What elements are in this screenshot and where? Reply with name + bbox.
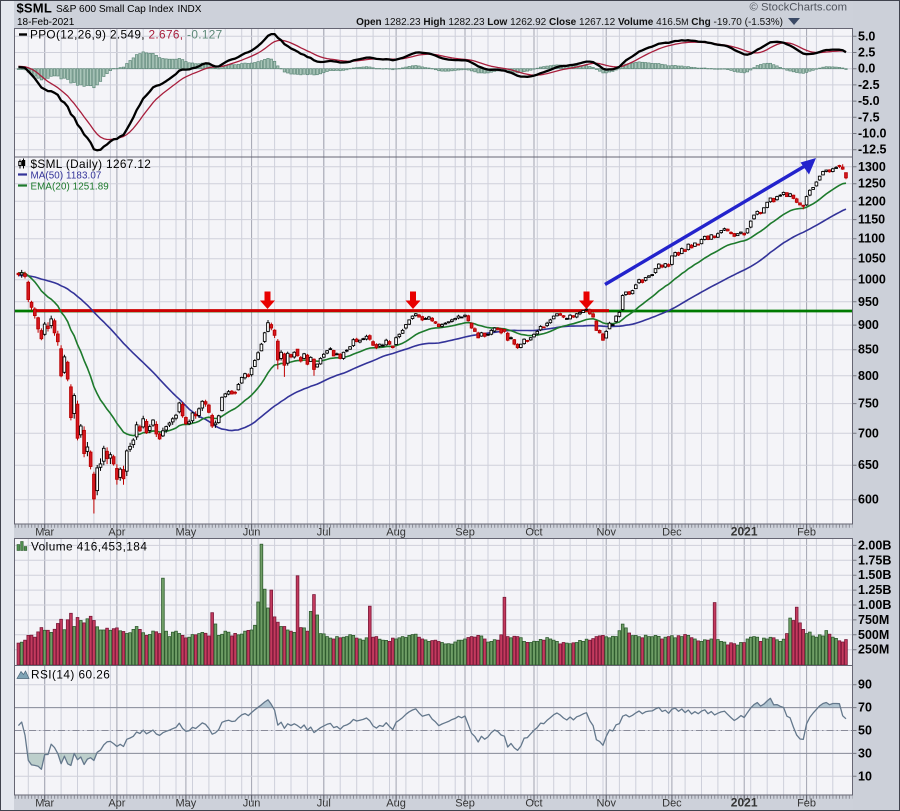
svg-text:90: 90	[858, 678, 872, 692]
svg-text:1300: 1300	[858, 160, 886, 174]
svg-text:Jun: Jun	[243, 527, 261, 539]
svg-text:Dec: Dec	[662, 798, 682, 810]
svg-text:1.00B: 1.00B	[858, 598, 891, 612]
svg-text:EMA(20) 1251.89: EMA(20) 1251.89	[31, 182, 109, 193]
svg-text:May: May	[175, 798, 196, 810]
svg-text:600: 600	[858, 493, 879, 507]
svg-text:$SML (Daily) 1267.12: $SML (Daily) 1267.12	[31, 157, 152, 171]
svg-text:Oct: Oct	[525, 527, 542, 539]
svg-text:500M: 500M	[858, 628, 889, 642]
svg-text:Aug: Aug	[386, 527, 406, 539]
svg-text:Jun: Jun	[243, 798, 261, 810]
svg-text:Nov: Nov	[596, 798, 616, 810]
svg-text:1.75B: 1.75B	[858, 553, 891, 567]
svg-text:Volume 416,453,184: Volume 416,453,184	[31, 540, 147, 554]
svg-text:INDX: INDX	[178, 4, 202, 15]
svg-text:700: 700	[858, 426, 879, 440]
svg-text:Sep: Sep	[455, 798, 475, 810]
svg-text:30: 30	[858, 746, 872, 760]
svg-text:1150: 1150	[858, 213, 885, 227]
svg-text:Apr: Apr	[108, 527, 125, 539]
svg-text:750M: 750M	[858, 613, 889, 627]
svg-text:-5.0: -5.0	[858, 94, 880, 108]
svg-text:650: 650	[858, 458, 879, 472]
svg-text:50: 50	[858, 724, 872, 738]
svg-text:© StockCharts.com: © StockCharts.com	[750, 2, 847, 14]
svg-text:Dec: Dec	[662, 527, 682, 539]
svg-text:Open 1282.23 High 1282.23 Low: Open 1282.23 High 1282.23 Low 1262.92 Cl…	[356, 17, 783, 28]
svg-text:-12.5: -12.5	[858, 143, 887, 157]
svg-text:2.00B: 2.00B	[858, 538, 891, 552]
svg-text:Sep: Sep	[455, 527, 475, 539]
svg-text:$SML: $SML	[17, 1, 52, 16]
svg-text:850: 850	[858, 343, 879, 357]
svg-text:2021: 2021	[731, 796, 758, 810]
svg-text:-7.5: -7.5	[858, 110, 880, 124]
svg-text:1.25B: 1.25B	[858, 583, 891, 597]
svg-text:Jul: Jul	[317, 798, 331, 810]
svg-text:1100: 1100	[858, 232, 885, 246]
svg-text:900: 900	[858, 318, 879, 332]
svg-text:5.0: 5.0	[858, 29, 875, 43]
svg-text:Mar: Mar	[35, 798, 54, 810]
svg-text:Aug: Aug	[386, 798, 406, 810]
svg-text:18-Feb-2021: 18-Feb-2021	[17, 17, 75, 28]
svg-text:750: 750	[858, 397, 879, 411]
svg-text:1000: 1000	[858, 273, 886, 287]
svg-text:S&P 600 Small Cap Index: S&P 600 Small Cap Index	[56, 4, 174, 15]
svg-text:2.5: 2.5	[858, 46, 875, 60]
svg-text:10: 10	[858, 769, 872, 783]
svg-text:-2.5: -2.5	[858, 78, 880, 92]
svg-text:1250: 1250	[858, 177, 886, 191]
svg-text:70: 70	[858, 701, 872, 715]
svg-text:0.0: 0.0	[858, 62, 875, 76]
svg-text:PPO(12,26,9) 2.549, 2.676, -0.: PPO(12,26,9) 2.549, 2.676, -0.127	[30, 28, 223, 42]
svg-text:800: 800	[858, 369, 879, 383]
svg-text:Feb: Feb	[797, 527, 816, 539]
svg-text:MA(50) 1183.07: MA(50) 1183.07	[31, 171, 102, 182]
svg-text:Nov: Nov	[596, 527, 616, 539]
svg-text:Apr: Apr	[108, 798, 125, 810]
svg-text:RSI(14) 60.26: RSI(14) 60.26	[31, 668, 110, 682]
svg-text:1050: 1050	[858, 252, 886, 266]
svg-text:Oct: Oct	[525, 798, 542, 810]
svg-text:1200: 1200	[858, 194, 886, 208]
svg-text:-10.0: -10.0	[858, 127, 887, 141]
svg-text:Feb: Feb	[797, 798, 816, 810]
svg-text:950: 950	[858, 295, 879, 309]
svg-text:2021: 2021	[731, 525, 758, 539]
svg-text:1.50B: 1.50B	[858, 568, 891, 582]
svg-text:Mar: Mar	[35, 527, 54, 539]
svg-text:250M: 250M	[858, 643, 889, 657]
svg-text:Jul: Jul	[317, 527, 331, 539]
svg-text:May: May	[175, 527, 196, 539]
